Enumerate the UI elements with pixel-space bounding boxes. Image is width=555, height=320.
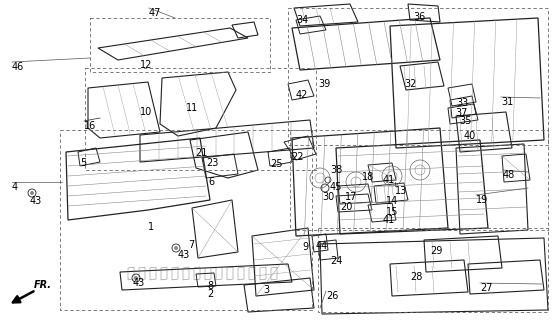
Text: 40: 40 (464, 131, 476, 141)
Text: 3: 3 (263, 285, 269, 295)
Text: 16: 16 (84, 121, 96, 131)
Circle shape (174, 246, 178, 250)
Text: 39: 39 (318, 79, 330, 89)
Text: 2: 2 (207, 289, 213, 299)
Text: FR.: FR. (34, 280, 52, 290)
Text: 28: 28 (410, 272, 422, 282)
Circle shape (30, 191, 34, 195)
Text: 23: 23 (206, 158, 218, 168)
Text: 42: 42 (296, 90, 309, 100)
Text: 15: 15 (386, 207, 398, 217)
Text: 9: 9 (302, 242, 308, 252)
Text: 6: 6 (208, 177, 214, 187)
Text: 31: 31 (501, 97, 513, 107)
Text: 33: 33 (456, 98, 468, 108)
Text: 37: 37 (455, 108, 467, 118)
Text: 41: 41 (383, 215, 395, 225)
Text: 5: 5 (80, 158, 86, 168)
Text: 36: 36 (413, 12, 425, 22)
Text: 41: 41 (383, 175, 395, 185)
Circle shape (134, 276, 138, 280)
Text: 11: 11 (186, 103, 198, 113)
Text: 43: 43 (30, 196, 42, 206)
Text: 24: 24 (330, 256, 342, 266)
Text: 32: 32 (404, 79, 416, 89)
Text: 20: 20 (340, 202, 352, 212)
Text: 1: 1 (148, 222, 154, 232)
Text: 43: 43 (133, 278, 145, 288)
Text: 21: 21 (195, 148, 208, 158)
Text: 34: 34 (296, 15, 308, 25)
Text: 47: 47 (149, 8, 162, 18)
Text: 4: 4 (12, 182, 18, 192)
Text: 35: 35 (459, 116, 471, 126)
Text: 26: 26 (326, 291, 339, 301)
Text: 48: 48 (503, 170, 515, 180)
Text: 10: 10 (140, 107, 152, 117)
Text: 27: 27 (480, 283, 492, 293)
Text: 8: 8 (207, 281, 213, 291)
Text: 30: 30 (322, 192, 334, 202)
Text: 44: 44 (316, 241, 328, 251)
Text: 14: 14 (386, 196, 398, 206)
Text: 45: 45 (330, 182, 342, 192)
Text: 17: 17 (345, 192, 357, 202)
Text: 18: 18 (362, 172, 374, 182)
Text: 25: 25 (270, 159, 282, 169)
Text: 12: 12 (140, 60, 153, 70)
Text: 7: 7 (188, 240, 194, 250)
Text: 29: 29 (430, 246, 442, 256)
Text: 38: 38 (330, 165, 342, 175)
Text: 43: 43 (178, 250, 190, 260)
Text: 46: 46 (12, 62, 24, 72)
Text: 13: 13 (395, 186, 407, 196)
Text: 22: 22 (291, 152, 304, 162)
Text: 19: 19 (476, 195, 488, 205)
